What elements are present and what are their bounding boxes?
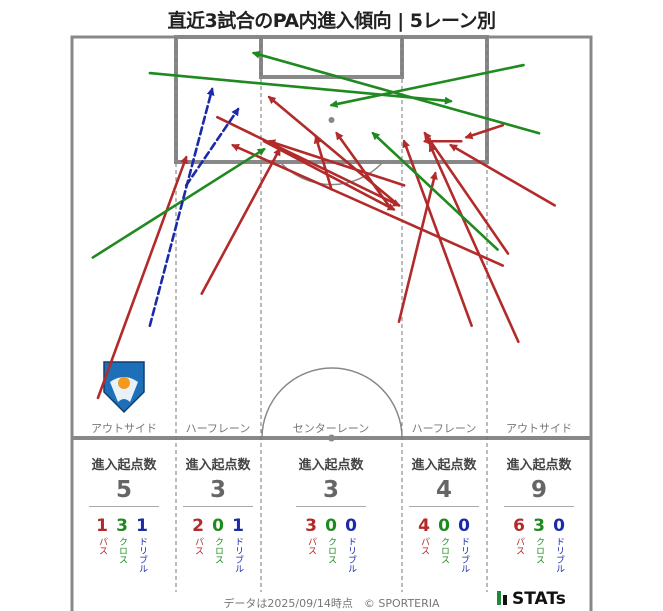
lane-stat-header: 進入起点数 <box>411 458 477 473</box>
lane-label: ハーフレーン <box>412 422 477 435</box>
pass-count: 4 <box>418 516 430 536</box>
dribble-label: ドリブル <box>137 537 147 573</box>
cross-count: 0 <box>438 516 450 536</box>
lane-stat-total: 3 <box>209 477 226 503</box>
footer-note: データは2025/09/14時点 © SPORTERIA <box>223 597 440 610</box>
lane-stat-total: 3 <box>322 477 339 503</box>
cross-arrow <box>91 147 266 259</box>
pass-label: パス <box>97 537 107 555</box>
pass-arrow <box>335 131 390 207</box>
dribble-count: 0 <box>553 516 565 536</box>
cross-count: 0 <box>325 516 337 536</box>
lane-stat-total: 5 <box>115 477 132 503</box>
goal-area <box>259 35 404 79</box>
pass-arrow <box>200 147 281 295</box>
pass-label: パス <box>514 537 524 555</box>
pass-arrow <box>402 139 473 328</box>
team-logo <box>103 361 145 414</box>
dribble-count: 1 <box>136 516 148 536</box>
cross-arrow <box>371 131 499 251</box>
cross-label: クロス <box>534 537 544 564</box>
lane-stat-total: 4 <box>435 477 452 503</box>
lane-breakdown: 3 パス 0 クロス 0 ドリブル <box>304 516 358 573</box>
stat-divider <box>409 506 479 507</box>
cross-label: クロス <box>213 537 223 564</box>
lane-stat-header: 進入起点数 <box>298 458 364 473</box>
cross-label: クロス <box>439 537 449 564</box>
pass-arrow <box>262 139 396 211</box>
dribble-arrow <box>148 87 215 328</box>
pass-arrow <box>231 143 505 267</box>
penalty-spot <box>328 117 335 123</box>
pass-count: 2 <box>192 516 204 536</box>
dribble-count: 0 <box>458 516 470 536</box>
stat-divider <box>89 506 159 507</box>
pass-arrow <box>428 143 520 344</box>
lane-stat-header: 進入起点数 <box>185 458 251 473</box>
pass-count: 1 <box>96 516 108 536</box>
pass-arrow <box>313 135 333 191</box>
lane-label: ハーフレーン <box>186 422 251 435</box>
pass-arrow <box>423 131 510 255</box>
center-spot <box>328 434 335 442</box>
lane-breakdown: 2 パス 0 クロス 1 ドリブル <box>191 516 245 573</box>
pass-arrow <box>267 95 401 207</box>
dribble-label: ドリブル <box>233 537 243 573</box>
pass-label: パス <box>193 537 203 555</box>
lane-stat-header: 進入起点数 <box>91 458 157 473</box>
cross-label: クロス <box>326 537 336 564</box>
lane-breakdown: 6 パス 3 クロス 0 ドリブル <box>512 516 566 573</box>
lane-stat-header: 進入起点数 <box>506 458 572 473</box>
pass-label: パス <box>419 537 429 555</box>
lane-label: センターレーン <box>293 422 369 435</box>
stat-divider <box>296 506 366 507</box>
cross-label: クロス <box>117 537 127 564</box>
pass-label: パス <box>306 537 316 555</box>
dribble-count: 0 <box>345 516 357 536</box>
stat-divider <box>504 506 574 507</box>
cross-arrow <box>251 50 541 135</box>
dribble-label: ドリブル <box>346 537 356 573</box>
lane-stat-total: 9 <box>530 477 547 503</box>
lane-label: アウトサイド <box>506 422 572 435</box>
cross-count: 3 <box>533 516 545 536</box>
pass-arrow <box>216 115 401 207</box>
dribble-count: 1 <box>232 516 244 536</box>
center-circle <box>261 367 403 439</box>
stat-divider <box>183 506 253 507</box>
lane-breakdown: 4 パス 0 クロス 0 ドリブル <box>417 516 471 573</box>
brand-text: STATs <box>512 589 566 609</box>
pass-arrow <box>449 143 556 207</box>
chart-title: 直近3試合のPA内進入傾向 | 5レーン別 <box>167 10 496 32</box>
pass-arrow <box>96 155 188 400</box>
cross-arrow <box>329 63 525 108</box>
pass-arrow <box>267 139 406 187</box>
cross-count: 0 <box>212 516 224 536</box>
pass-arrow <box>397 171 438 324</box>
cross-count: 3 <box>116 516 128 536</box>
dribble-arrow <box>184 107 240 187</box>
cross-arrow <box>148 71 453 105</box>
pass-arrow <box>464 123 505 140</box>
dribble-label: ドリブル <box>554 537 564 573</box>
pass-count: 3 <box>305 516 317 536</box>
lane-label: アウトサイド <box>91 422 157 435</box>
entry-arrows <box>91 50 556 400</box>
pass-count: 6 <box>513 516 525 536</box>
dribble-label: ドリブル <box>459 537 469 573</box>
brand-logo: STATs <box>497 589 566 609</box>
lane-breakdown: 1 パス 3 クロス 1 ドリブル <box>95 516 149 573</box>
